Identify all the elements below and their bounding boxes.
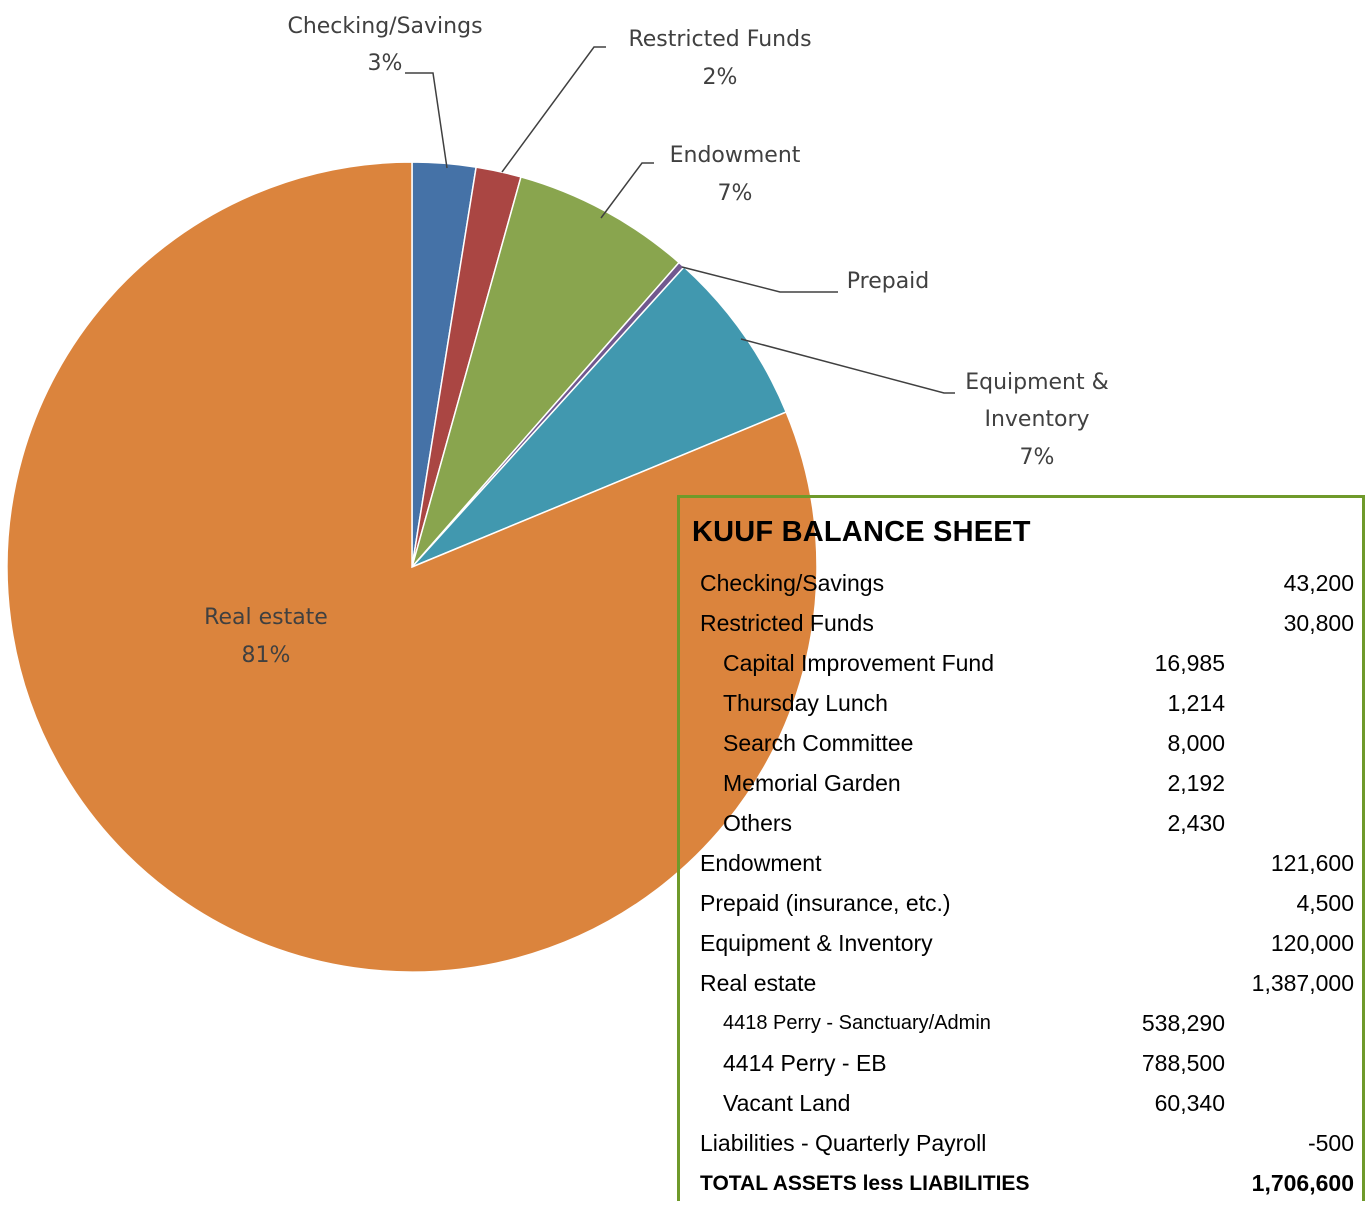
row-label: Restricted Funds [700,610,874,636]
row-label: Memorial Garden [723,770,901,796]
slice-label-restricted-funds: Restricted Funds [628,27,811,52]
slice-pct-equipment-inventory: 7% [1020,445,1055,470]
row-sub-amount: 1,214 [1167,690,1225,716]
row-amount: 121,600 [1270,850,1354,876]
row-label: Thursday Lunch [723,690,888,716]
row-label: Others [723,810,793,836]
row-sub-amount: 788,500 [1141,1050,1225,1076]
pie-slices [6,161,818,973]
row-sub-amount: 8,000 [1167,730,1225,756]
slice-pct-real-estate: 81% [242,643,291,668]
pie-slice-equipment-inventory [411,265,788,568]
row-amount: 1,706,600 [1251,1170,1354,1196]
row-label: Real estate [700,970,817,996]
slice-label-endowment: Endowment [670,143,801,168]
slice-label-prepaid: Prepaid [847,269,930,294]
pie-slice-endowment [411,176,681,568]
slice-label-real-estate: Real estate [204,605,328,630]
slice-label-checking-savings: Checking/Savings [287,14,482,39]
row-amount: 1,387,000 [1251,970,1354,996]
balance-sheet-table: KUUF BALANCE SHEET Checking/Savings 43,20… [677,495,1365,1201]
balance-sheet-row: 4414 Perry - EB 788,500 [680,1046,1362,1086]
row-amount: 30,800 [1283,610,1354,636]
row-label: Endowment [700,850,822,876]
slice-label-equipment-line1: Equipment & [965,370,1109,395]
row-amount: 43,200 [1283,570,1354,596]
row-label: Prepaid (insurance, etc.) [700,890,951,916]
row-sub-amount: 60,340 [1154,1090,1225,1116]
row-label: Vacant Land [723,1090,851,1116]
row-sub-amount: 16,985 [1154,650,1225,676]
balance-sheet-row: Thursday Lunch 1,214 [680,686,1362,726]
balance-sheet-row: Real estate 1,387,000 [680,966,1362,1006]
slice-pct-restricted-funds: 2% [703,65,738,90]
row-sub-amount: 538,290 [1141,1010,1225,1036]
balance-sheet-title: KUUF BALANCE SHEET [692,516,1031,548]
balance-sheet-row: 4418 Perry - Sanctuary/Admin 538,290 [680,1006,1362,1046]
row-label: TOTAL ASSETS less LIABILITIES [700,1172,1030,1195]
balance-sheet-row: Endowment 121,600 [680,846,1362,886]
row-label: Equipment & Inventory [700,930,933,956]
balance-sheet-row: TOTAL ASSETS less LIABILITIES 1,706,600 [680,1166,1362,1206]
row-sub-amount: 2,430 [1167,810,1225,836]
balance-sheet-row: Vacant Land 60,340 [680,1086,1362,1126]
balance-sheet-row: Restricted Funds 30,800 [680,606,1362,646]
leader-line-prepaid [681,266,838,293]
leader-line-equipment-inventory [740,338,955,394]
balance-sheet-row: Checking/Savings 43,200 [680,566,1362,606]
row-amount: 120,000 [1270,930,1354,956]
slice-pct-endowment: 7% [718,181,753,206]
leader-lines [405,46,955,394]
row-label: Liabilities - Quarterly Payroll [700,1130,987,1156]
slice-label-equipment-line2: Inventory [984,407,1089,432]
balance-sheet-row: Prepaid (insurance, etc.) 4,500 [680,886,1362,926]
leader-line-restricted-funds [501,46,606,173]
pie-slice-real-estate [6,161,818,973]
row-label: Search Committee [723,730,914,756]
row-label: 4414 Perry - EB [723,1050,887,1076]
leader-line-endowment [600,162,654,219]
balance-sheet-row: Equipment & Inventory 120,000 [680,926,1362,966]
balance-sheet-row: Search Committee 8,000 [680,726,1362,766]
balance-sheet-row: Capital Improvement Fund 16,985 [680,646,1362,686]
balance-sheet-row: Liabilities - Quarterly Payroll -500 [680,1126,1362,1166]
row-amount: 4,500 [1296,890,1354,916]
balance-sheet-row: Others 2,430 [680,806,1362,846]
slice-pct-checking-savings: 3% [368,51,403,76]
row-label: Checking/Savings [700,570,885,596]
row-sub-amount: 2,192 [1167,770,1225,796]
balance-sheet-row: Memorial Garden 2,192 [680,766,1362,806]
row-amount: -500 [1307,1130,1354,1156]
row-label: 4418 Perry - Sanctuary/Admin [723,1012,991,1034]
row-label: Capital Improvement Fund [723,650,995,676]
leader-line-checking-savings [405,72,448,169]
